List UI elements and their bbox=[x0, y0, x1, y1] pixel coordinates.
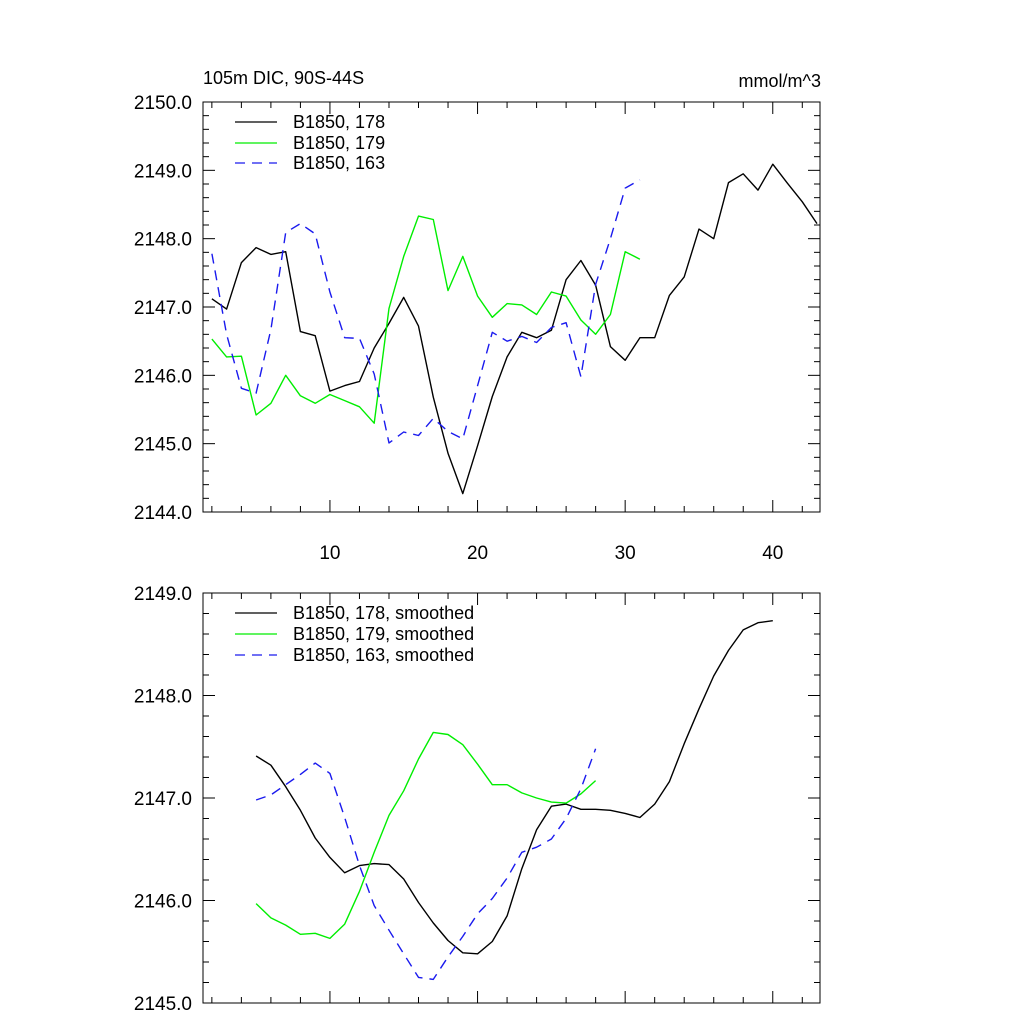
top-series-line-0 bbox=[211, 163, 818, 495]
bottom-ytick-label: 2148.0 bbox=[134, 687, 192, 708]
legend-label-bot-179: B1850, 179, smoothed bbox=[293, 624, 474, 644]
top-ytick-label: 2144.0 bbox=[134, 503, 192, 524]
bottom-series-line-1 bbox=[255, 731, 597, 940]
chart-top-axes: 2144.0 2145.0 2146.0 2147.0 2148.0 2149.0 2150… bbox=[134, 93, 820, 564]
bottom-series-line-0 bbox=[255, 620, 773, 955]
chart-bottom-axes: 2145.0 2146.0 2147.0 2148.0 2149.0 bbox=[134, 584, 820, 1015]
legend-label-top-179: B1850, 179 bbox=[293, 133, 385, 153]
top-ytick-label: 2149.0 bbox=[134, 161, 192, 182]
legend-label-top-178: B1850, 178 bbox=[293, 112, 385, 132]
legend-label-bot-178: B1850, 178, smoothed bbox=[293, 603, 474, 623]
bottom-ytick-label: 2149.0 bbox=[134, 584, 192, 605]
top-ytick-label: 2147.0 bbox=[134, 298, 192, 319]
top-series-line-1 bbox=[211, 215, 641, 424]
chart-bottom-series bbox=[255, 620, 773, 981]
top-xtick-label: 30 bbox=[615, 543, 636, 564]
bottom-ytick-label: 2147.0 bbox=[134, 789, 192, 810]
chart-top-frame bbox=[202, 101, 821, 513]
top-ytick-label: 2150.0 bbox=[134, 93, 192, 114]
chart-top-series bbox=[211, 163, 818, 495]
chart-top-title: 105m DIC, 90S-44S bbox=[203, 68, 364, 88]
legend-label-bot-163: B1850, 163, smoothed bbox=[293, 645, 474, 665]
top-ytick-label: 2145.0 bbox=[134, 435, 192, 456]
chart-top: 105m DIC, 90S-44S mmol/m^3 2144.02145.02… bbox=[134, 68, 821, 564]
top-xtick-label: 20 bbox=[467, 543, 488, 564]
top-ytick-label: 2148.0 bbox=[134, 230, 192, 251]
chart-bottom: 2145.0 2146.0 2147.0 2148.0 2149.0 B1850, 17… bbox=[134, 584, 821, 1015]
chart-top-legend: B1850, 178 B1850, 179 B1850, 163 bbox=[235, 112, 385, 173]
top-xtick-label: 10 bbox=[319, 543, 340, 564]
top-ytick-label: 2146.0 bbox=[134, 366, 192, 387]
bottom-ytick-label: 2146.0 bbox=[134, 892, 192, 913]
chart-top-units: mmol/m^3 bbox=[739, 71, 821, 91]
chart-bottom-legend: B1850, 178, smoothed B1850, 179, smoothe… bbox=[235, 603, 474, 665]
bottom-ytick-label: 2145.0 bbox=[134, 994, 192, 1015]
top-xtick-label: 40 bbox=[762, 543, 783, 564]
bottom-series-line-2 bbox=[255, 748, 597, 981]
chart-bottom-frame bbox=[202, 592, 821, 1004]
legend-label-top-163: B1850, 163 bbox=[293, 153, 385, 173]
